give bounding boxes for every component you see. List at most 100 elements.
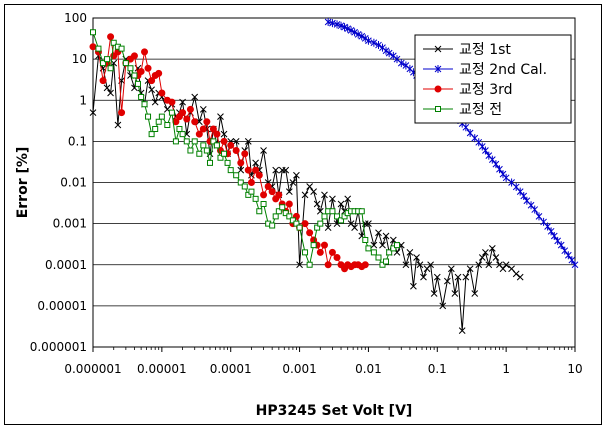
data-point [394, 242, 401, 249]
data-point [475, 261, 483, 269]
legend-entry: 교정 3rd [423, 82, 513, 98]
data-point [282, 166, 290, 174]
data-point [337, 200, 345, 208]
data-point [379, 241, 386, 249]
x-tick-label: 0.0001 [210, 362, 252, 376]
data-point [310, 188, 317, 195]
data-point [233, 172, 240, 179]
data-point [333, 20, 341, 29]
data-point [379, 261, 386, 268]
data-point [227, 167, 234, 174]
data-point [434, 65, 442, 73]
tick-labels: 0.000001 0.00001 0.0001 0.001 0.01 0.1 1 10 100 0… [30, 11, 583, 376]
data-point [148, 131, 155, 138]
data-point [145, 113, 152, 120]
data-point [382, 232, 390, 240]
data-point [168, 109, 175, 116]
x-tick-label: 0.00001 [137, 362, 187, 376]
data-point [241, 150, 249, 158]
data-point [237, 166, 245, 174]
data-point [321, 213, 328, 220]
data-point [502, 261, 510, 269]
data-point [203, 147, 210, 154]
data-point [333, 254, 341, 262]
data-point [203, 118, 211, 126]
data-point [496, 165, 503, 174]
x-tick-label: 10 [567, 362, 582, 376]
data-point [220, 137, 228, 145]
data-point [301, 191, 309, 199]
data-point [443, 277, 451, 285]
data-point [252, 166, 260, 174]
data-point [138, 93, 145, 100]
data-point [390, 245, 397, 252]
data-point [195, 130, 203, 138]
data-point [210, 138, 217, 145]
data-point [397, 59, 405, 68]
data-point [310, 242, 317, 249]
data-point [362, 236, 369, 243]
data-point [561, 246, 569, 255]
data-point [382, 46, 390, 55]
data-point [485, 261, 493, 269]
legend-entry: 교정 전 [423, 102, 502, 118]
data-point [158, 113, 165, 120]
x-tick-label: 0.1 [428, 362, 447, 376]
data-point [427, 261, 434, 269]
data-point [375, 41, 382, 50]
data-point [386, 249, 393, 256]
data-point [321, 191, 328, 199]
data-point [131, 72, 138, 79]
data-point [296, 224, 303, 231]
data-point [433, 273, 441, 281]
data-point [90, 29, 96, 36]
data-point [370, 38, 378, 47]
data-point [324, 224, 332, 231]
data-point [306, 261, 313, 268]
data-point [137, 68, 145, 76]
data-point [248, 188, 255, 195]
data-point [99, 77, 107, 85]
data-point [385, 49, 393, 58]
data-point [114, 121, 122, 129]
y-tick-label: 1 [79, 93, 87, 107]
data-point [217, 113, 224, 120]
data-point [176, 125, 183, 132]
chart-svg: 0.000001 0.00001 0.0001 0.001 0.01 0.1 1 10 100 0… [15, 11, 583, 419]
data-point [199, 125, 207, 133]
data-point [255, 171, 263, 179]
x-tick-label: 1 [502, 362, 510, 376]
data-point [279, 204, 286, 211]
data-point [107, 33, 115, 41]
x-tick-label: 0.01 [355, 362, 382, 376]
data-point [482, 146, 489, 155]
data-point [471, 290, 479, 297]
data-point [557, 241, 565, 250]
data-point [482, 249, 489, 256]
data-point [148, 77, 156, 85]
y-tick-label: 100 [64, 11, 87, 25]
data-point [95, 45, 102, 52]
data-point [458, 327, 466, 334]
data-point [301, 220, 309, 228]
y-tick-label: 0.000001 [30, 340, 87, 354]
data-point [434, 45, 442, 53]
data-point [492, 160, 500, 169]
data-point [141, 101, 148, 108]
data-point [104, 56, 111, 63]
data-point [306, 183, 313, 190]
data-point [260, 201, 267, 208]
data-point [285, 200, 293, 208]
data-point [564, 251, 572, 260]
data-point [389, 236, 397, 244]
data-point [406, 249, 414, 256]
data-point [512, 270, 520, 278]
data-point [535, 212, 543, 221]
data-point [224, 159, 231, 166]
data-point [434, 85, 442, 93]
data-point [329, 19, 336, 28]
y-tick-label: 0.00001 [37, 299, 87, 313]
data-point [316, 207, 324, 215]
data-point [502, 173, 510, 182]
data-point [107, 65, 114, 72]
